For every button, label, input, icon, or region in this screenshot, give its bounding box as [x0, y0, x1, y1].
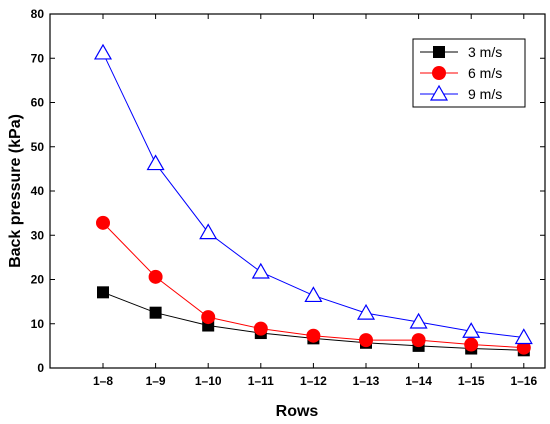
legend-entry: 3 m/s [420, 44, 502, 60]
data-point [148, 269, 163, 284]
legend-marker [433, 46, 445, 58]
legend-entry: 6 m/s [420, 65, 502, 81]
x-tick-label: 1–10 [195, 374, 222, 388]
x-axis: 1–8 1–9 1–10 1–11 1–12 1–13 1–14 1–15 1–16 [93, 14, 537, 388]
data-point [516, 340, 531, 355]
data-point [96, 215, 110, 230]
legend-label: 3 m/s [468, 44, 502, 60]
legend: 3 m/s 6 m/s 9 m/s [412, 38, 526, 108]
data-point [199, 223, 218, 240]
y-tick-label: 40 [31, 184, 45, 198]
x-tick-label: 1–13 [353, 374, 380, 388]
legend-marker [432, 66, 446, 80]
data-point [97, 286, 109, 299]
data-point [409, 312, 428, 329]
data-point [411, 333, 426, 348]
y-tick-label: 70 [31, 51, 45, 65]
data-point [464, 337, 479, 352]
x-tick-label: 1–14 [405, 374, 432, 388]
data-point [304, 286, 323, 303]
x-axis-title: Rows [276, 403, 319, 420]
x-tick-label: 1–9 [146, 374, 166, 388]
y-tick-label: 10 [31, 317, 45, 331]
series-layer [93, 43, 533, 357]
legend-label: 6 m/s [468, 65, 502, 81]
y-tick-label: 80 [31, 7, 45, 21]
data-point [93, 43, 113, 60]
y-tick-label: 50 [31, 140, 45, 154]
x-tick-label: 1–12 [300, 374, 327, 388]
legend-entry: 9 m/s [420, 84, 502, 102]
data-point [356, 303, 376, 320]
y-tick-label: 20 [31, 273, 45, 287]
data-point [149, 306, 162, 319]
y-axis-title: Back pressure (kPa) [7, 114, 24, 268]
y-axis: 0 10 20 30 40 50 60 70 80 [31, 7, 545, 375]
x-tick-label: 1–16 [510, 374, 537, 388]
x-tick-label: 1–15 [458, 374, 485, 388]
legend-label: 9 m/s [468, 86, 502, 102]
y-tick-label: 60 [31, 96, 45, 110]
y-tick-label: 30 [31, 228, 45, 242]
data-point [253, 321, 268, 336]
data-point [201, 310, 216, 325]
series-1 [96, 215, 531, 355]
data-point [514, 328, 533, 345]
y-tick-label: 0 [37, 361, 44, 375]
data-point [359, 333, 373, 348]
x-tick-label: 1–11 [248, 374, 274, 388]
legend-marker [429, 84, 449, 101]
series-2 [93, 43, 533, 345]
data-point [146, 154, 165, 171]
data-point [462, 322, 481, 338]
x-tick-label: 1–8 [93, 374, 113, 388]
data-point [306, 328, 321, 343]
data-point [251, 262, 270, 279]
